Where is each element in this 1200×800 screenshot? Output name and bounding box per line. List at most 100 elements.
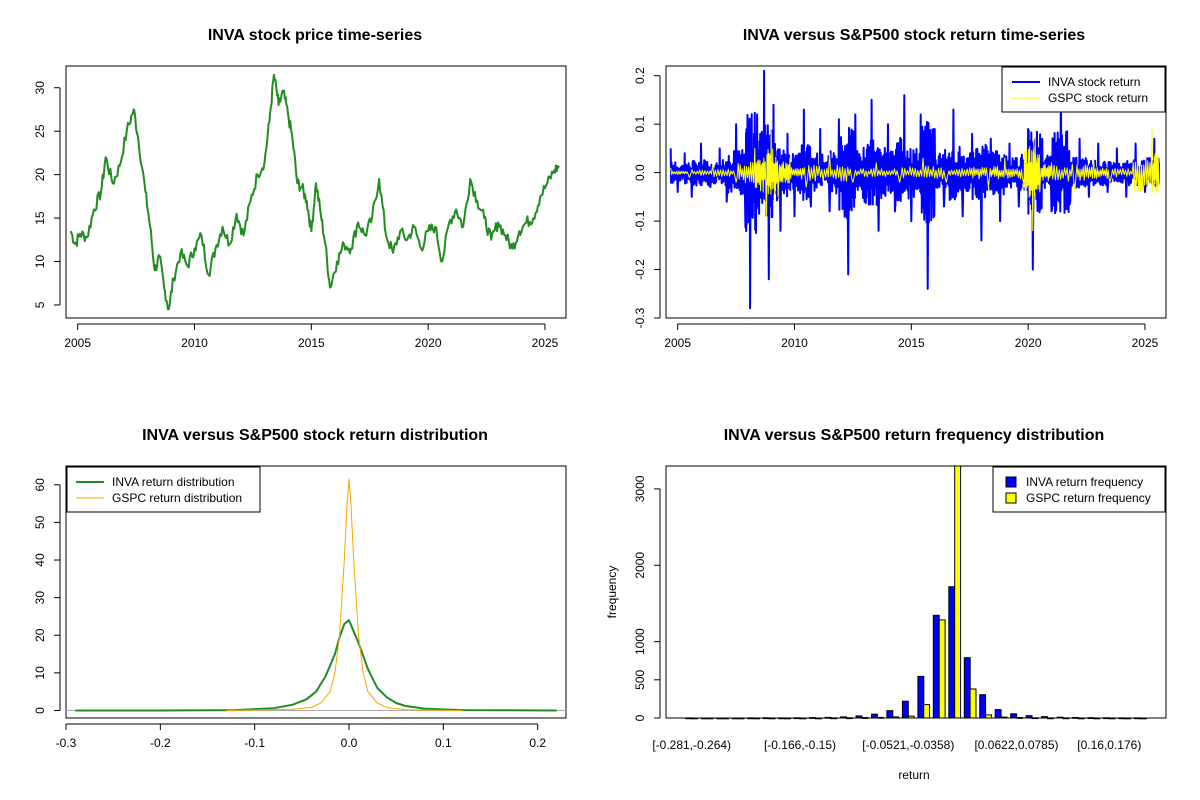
y-tick-label: 5 [33, 301, 47, 308]
legend-swatch-gspc [1005, 492, 1017, 504]
price-time-series-panel: INVA stock price time-series 2005 2010 201… [33, 27, 567, 350]
y-tick-label: 30 [33, 81, 47, 95]
bar-inva-20 [994, 709, 1002, 719]
bar-inva-11 [855, 715, 863, 719]
y-tick-label: 15 [33, 211, 47, 225]
series-line-gspc-return-distribution [226, 478, 463, 711]
bar-gspc-13 [892, 716, 900, 719]
y-tick-label: -0.3 [633, 307, 647, 328]
bar-gspc-12 [876, 716, 884, 719]
bar-inva-7 [793, 717, 801, 720]
x-tick-label: 2015 [898, 336, 925, 350]
y-tick-label: -0.1 [633, 210, 647, 231]
bar-inva-4 [747, 717, 755, 720]
x-tick-label: 2020 [415, 336, 442, 350]
bar-inva-19 [979, 694, 987, 719]
bar-inva-17 [948, 586, 956, 719]
plot-frame [65, 65, 567, 319]
bar-inva-15 [917, 675, 925, 719]
bar-inva-9 [824, 716, 832, 719]
bar-gspc-18 [969, 688, 977, 719]
legend-label-gspc: GSPC return frequency [1026, 491, 1151, 505]
bar-gspc-7 [799, 717, 807, 720]
legend: INVA return distribution GSPC return dis… [66, 466, 261, 513]
bar-inva-3 [731, 717, 739, 720]
plot-frame [665, 465, 1167, 719]
bar-inva-14 [901, 700, 909, 719]
y-tick-label: 2000 [633, 552, 647, 579]
x-tick-label: -0.2 [150, 736, 171, 750]
bar-inva-18 [963, 657, 971, 719]
bar-gspc-2 [722, 717, 730, 720]
x-axis-label: return [898, 768, 929, 782]
y-tick-label: 50 [33, 515, 47, 529]
bar-gspc-5 [768, 717, 776, 720]
x-tick-label: 0.1 [435, 736, 452, 750]
bar-inva-25 [1072, 717, 1079, 719]
x-tick-label: 0.0 [341, 736, 358, 750]
bar-inva-22 [1025, 715, 1033, 719]
bar-gspc-4 [753, 717, 760, 720]
y-tick-label: 1000 [633, 628, 647, 655]
return-time-series-panel: INVA versus S&P500 stock return time-ser… [633, 27, 1167, 350]
bar-gspc-15 [923, 704, 931, 719]
bar-inva-29 [1133, 717, 1141, 720]
y-tick-label: -0.2 [633, 259, 647, 280]
legend-label-inva: INVA stock return [1048, 75, 1140, 89]
legend-box [1001, 66, 1166, 113]
x-tick-label: [-0.166,-0.15) [764, 738, 836, 752]
bar-inva-6 [778, 717, 786, 720]
legend-box [66, 466, 261, 513]
y-tick-label: 0.1 [633, 115, 647, 132]
bar-gspc-19 [985, 714, 992, 719]
bar-inva-27 [1103, 717, 1110, 720]
legend: INVA stock return GSPC stock return [1001, 66, 1166, 113]
bar-gspc-10 [845, 717, 853, 720]
bar-inva-2 [716, 717, 724, 720]
plot-frame [65, 465, 567, 719]
bar-gspc-6 [784, 717, 791, 720]
x-tick-label: [0.0622,0.0785) [974, 738, 1058, 752]
y-tick-label: 25 [33, 124, 47, 138]
x-tick-label: [0.16,0.176) [1077, 738, 1141, 752]
x-tick-label: 2010 [181, 336, 208, 350]
x-tick-label: -0.1 [244, 736, 265, 750]
bar-gspc-11 [861, 717, 869, 719]
bar-gspc-17 [954, 465, 962, 719]
bar-inva-21 [1010, 713, 1018, 719]
x-tick-label: 2005 [64, 336, 91, 350]
x-tick-label: 2015 [298, 336, 325, 350]
y-tick-label: 10 [33, 666, 47, 680]
bar-inva-10 [840, 716, 847, 719]
y-axis-label: frequency [605, 566, 619, 619]
bar-gspc-28 [1124, 717, 1132, 720]
series-line-inva-return-distribution [75, 619, 557, 712]
chart-title: INVA versus S&P500 stock return time-ser… [743, 27, 1085, 44]
legend-label-inva: INVA return distribution [112, 475, 235, 489]
x-tick-label: 0.2 [529, 736, 546, 750]
series-line-inva [69, 73, 560, 311]
series-line-gspc-stock-return [670, 118, 1160, 232]
bar-gspc-1 [706, 717, 714, 720]
bar-inva-12 [871, 713, 878, 719]
bar-gspc-21 [1016, 717, 1023, 719]
y-tick-label: 40 [33, 553, 47, 567]
bar-inva-8 [809, 717, 816, 719]
bar-gspc-26 [1093, 717, 1101, 720]
legend-label-inva: INVA return frequency [1026, 475, 1143, 489]
chart-title: INVA stock price time-series [208, 27, 422, 44]
y-tick-label: 20 [33, 168, 47, 182]
bar-inva-24 [1056, 716, 1064, 719]
x-tick-label: 2005 [664, 336, 691, 350]
y-tick-label: 60 [33, 478, 47, 492]
x-tick-label: 2020 [1015, 336, 1042, 350]
x-tick-label: [-0.0521,-0.0358) [862, 738, 954, 752]
y-tick-label: 30 [33, 591, 47, 605]
bar-gspc-14 [907, 715, 915, 719]
bar-gspc-0 [691, 717, 699, 720]
y-tick-label: 0.2 [633, 67, 647, 84]
legend-swatch-inva [1005, 476, 1017, 488]
bar-inva-23 [1041, 716, 1048, 719]
bar-gspc-29 [1139, 717, 1147, 720]
x-tick-label: [-0.281,-0.264) [652, 738, 731, 752]
